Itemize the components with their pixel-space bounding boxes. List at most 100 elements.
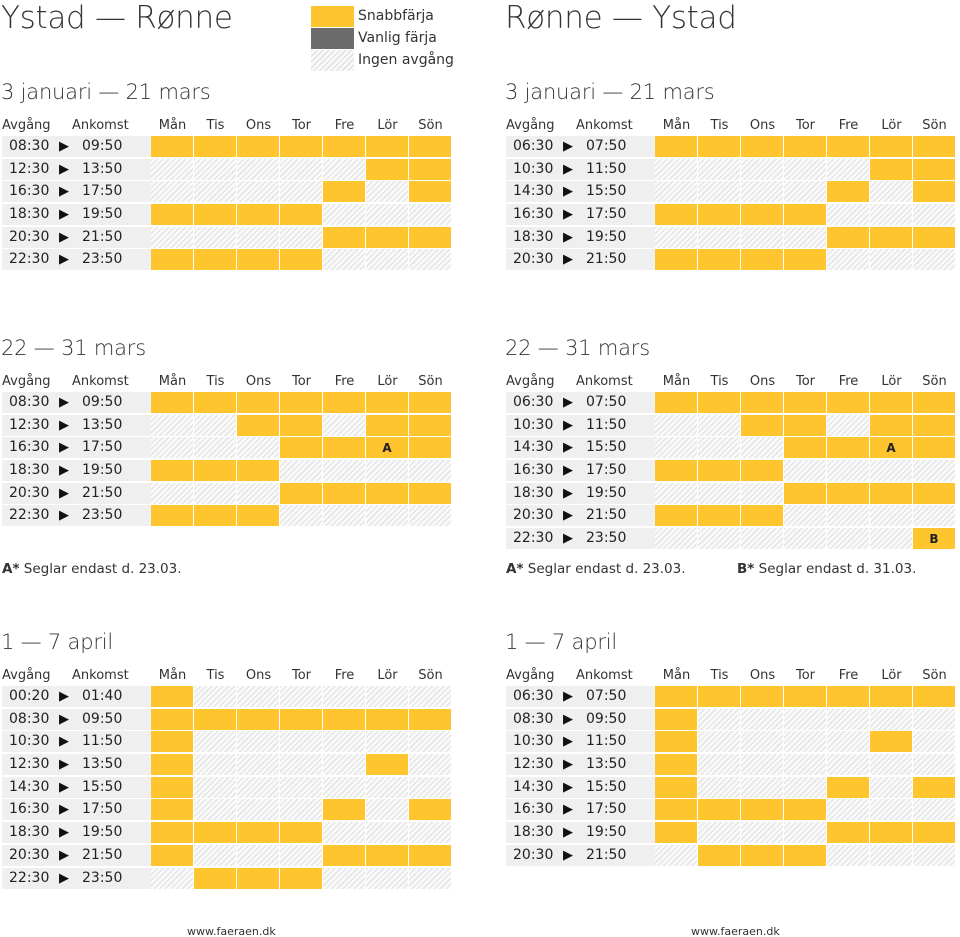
departure-cell-snabbfarja: [741, 460, 783, 482]
departure-cell-ingen-avgang: [741, 226, 783, 248]
departure-cell-ingen-avgang: [194, 686, 236, 707]
departure-cell-ingen-avgang: [655, 437, 697, 459]
play-arrow-icon: ▶: [59, 252, 69, 268]
column-header-avgang: Avgång: [2, 668, 51, 683]
play-arrow-icon: ▶: [563, 440, 573, 456]
period-heading: 22 — 31 mars: [1, 336, 146, 360]
departure-cell-ingen-avgang: [913, 460, 955, 482]
period-heading: 3 januari — 21 mars: [505, 80, 715, 104]
departure-cell-snabbfarja: [784, 482, 826, 504]
departure-time: 10:30: [9, 733, 50, 750]
departure-time: 06:30: [513, 688, 554, 704]
departure-cell-ingen-avgang: [870, 528, 912, 550]
departure-cell-ingen-avgang: [913, 844, 955, 866]
schedule-table: Avgång Ankomst Mån Tis Ons Tor Fre Lör Sön 06:30 ▶…: [506, 117, 955, 271]
table-row: 22:30 ▶ 23:50: [2, 504, 451, 527]
departure-cell-snabbfarja: [194, 822, 236, 844]
play-arrow-icon: ▶: [59, 440, 69, 456]
departure-cell-snabbfarja: [655, 204, 697, 226]
departure-time: 16:30: [9, 439, 50, 456]
departure-arrival-times: 22:30 ▶ 23:50: [2, 505, 152, 527]
departure-time: 12:30: [9, 756, 50, 773]
arrival-time: 19:50: [586, 228, 627, 245]
footnote-a-key: A*: [506, 561, 524, 577]
arrival-time: 21:50: [586, 251, 627, 268]
departure-cell-snabbfarja: [913, 776, 955, 798]
legend: Snabbfärja Vanlig färja Ingen avgång: [311, 5, 454, 71]
footnote-b-text: Seglar endast d. 31.03.: [754, 561, 917, 577]
column-header-day: Sön: [922, 118, 947, 133]
departure-arrival-times: 16:30 ▶ 17:50: [506, 204, 656, 226]
departure-time: 20:30: [9, 228, 50, 245]
arrival-time: 23:50: [82, 507, 123, 524]
departure-arrival-times: 08:30 ▶ 09:50: [2, 136, 152, 157]
departure-cell-snabbfarja: [827, 226, 869, 248]
departure-cell-ingen-avgang: [870, 181, 912, 203]
departure-cell-snabbfarja: [870, 158, 912, 180]
footnote-b-key: B*: [737, 561, 755, 577]
departure-cell-ingen-avgang: [698, 482, 740, 504]
departure-cell-snabbfarja: [194, 505, 236, 527]
departure-time: 06:30: [513, 394, 554, 410]
arrival-time: 17:50: [82, 439, 123, 456]
departure-cell-snabbfarja: [827, 392, 869, 413]
departure-cell-ingen-avgang: [194, 754, 236, 776]
arrival-time: 19:50: [82, 462, 123, 479]
departure-cell-snabbfarja: [280, 822, 322, 844]
departure-arrival-times: 14:30 ▶ 15:50: [506, 181, 656, 203]
departure-cell-snabbfarja: [366, 482, 408, 504]
departure-cell-ingen-avgang: [870, 844, 912, 866]
departure-arrival-times: 20:30 ▶ 21:50: [506, 844, 656, 866]
departure-cell-ingen-avgang: [827, 414, 869, 436]
departure-cell-snabbfarja: [784, 204, 826, 226]
footnote-a-text: Seglar endast d. 23.03.: [523, 561, 686, 577]
departure-cell-snabbfarja: [194, 708, 236, 730]
departure-cell-snabbfarja: [151, 754, 193, 776]
play-arrow-icon: ▶: [59, 485, 69, 501]
departure-cell-ingen-avgang: [323, 731, 365, 753]
departure-cell-ingen-avgang: [366, 822, 408, 844]
play-arrow-icon: ▶: [563, 139, 573, 154]
departure-cell-snabbfarja: [366, 414, 408, 436]
departure-time: 20:30: [513, 251, 554, 268]
play-arrow-icon: ▶: [563, 689, 573, 704]
column-header-day: Lör: [881, 374, 902, 389]
play-arrow-icon: ▶: [563, 417, 573, 433]
legend-label-ingen-avgang: Ingen avgång: [358, 52, 454, 68]
departure-arrival-times: 18:30 ▶ 19:50: [506, 822, 656, 844]
departure-cell-ingen-avgang: [827, 754, 869, 776]
departure-arrival-times: 16:30 ▶ 17:50: [506, 460, 656, 482]
departure-time: 10:30: [513, 733, 554, 750]
departure-cell-ingen-avgang: [323, 249, 365, 271]
departure-cell-snabbfarja: [913, 136, 955, 157]
title-ystad-ronne: Ystad — Rønne: [1, 0, 233, 36]
departure-cell-snabbfarja: [409, 158, 451, 180]
departure-time: 12:30: [9, 416, 50, 433]
departure-cell-snabbfarja: [827, 482, 869, 504]
departure-cell-ingen-avgang: [741, 482, 783, 504]
departure-cell-snabbfarja: [151, 505, 193, 527]
departure-cell-snabbfarja: [323, 799, 365, 821]
table-row: 18:30 ▶ 19:50: [506, 482, 955, 505]
departure-cell-ingen-avgang: [784, 708, 826, 730]
departure-cell-snabbfarja: [698, 799, 740, 821]
website-link[interactable]: www.faeraen.dk: [691, 925, 780, 937]
table-row: 06:30 ▶ 07:50: [506, 391, 955, 414]
departure-cell-snabbfarja: [237, 204, 279, 226]
table-row: 22:30 ▶ 23:50 B: [506, 527, 955, 550]
arrival-time: 21:50: [82, 846, 123, 863]
departure-cell-snabbfarja: [784, 414, 826, 436]
departure-time: 16:30: [513, 206, 554, 223]
departure-cell-ingen-avgang: [280, 158, 322, 180]
departure-arrival-times: 18:30 ▶ 19:50: [2, 460, 152, 482]
departure-cell-ingen-avgang: [827, 204, 869, 226]
play-arrow-icon: ▶: [59, 689, 69, 704]
departure-cell-ingen-avgang: [151, 867, 193, 889]
departure-cell-ingen-avgang: [784, 158, 826, 180]
table-header: Avgång Ankomst Mån Tis Ons Tor Fre Lör Sön: [506, 667, 952, 685]
departure-time: 14:30: [513, 439, 554, 456]
arrival-time: 13:50: [82, 416, 123, 433]
departure-cell-ingen-avgang: [827, 460, 869, 482]
arrival-time: 11:50: [586, 416, 627, 433]
website-link[interactable]: www.faeraen.dk: [187, 925, 276, 937]
